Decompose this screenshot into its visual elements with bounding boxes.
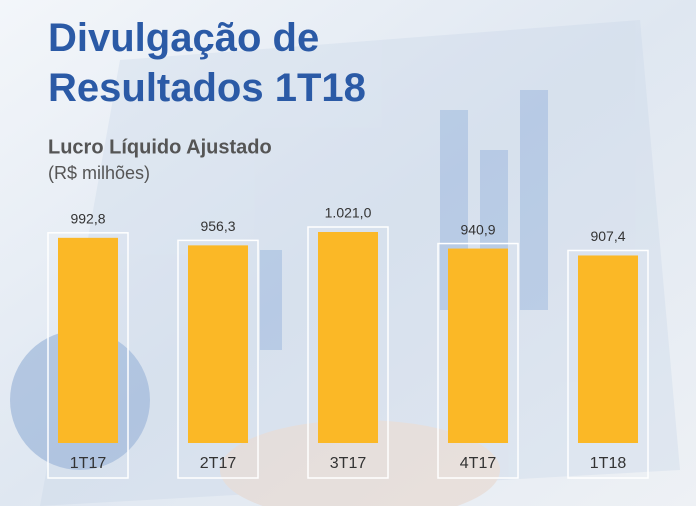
bar-frame bbox=[437, 242, 519, 479]
x-tick-label: 4T17 bbox=[460, 455, 497, 472]
x-tick-label: 3T17 bbox=[330, 455, 367, 472]
bar-frame bbox=[177, 239, 259, 479]
bar-frame bbox=[567, 249, 649, 479]
bar-frame bbox=[47, 232, 129, 479]
value-label: 992,8 bbox=[70, 211, 105, 227]
unit-label: (R$ milhões) bbox=[48, 163, 150, 183]
value-label: 907,4 bbox=[590, 228, 625, 244]
chart-title: Divulgação de Resultados 1T18 bbox=[48, 16, 366, 110]
x-tick-label: 2T17 bbox=[200, 455, 237, 472]
bar bbox=[58, 237, 118, 443]
value-label: 1.021,0 bbox=[325, 205, 372, 221]
bar-frame bbox=[307, 226, 389, 479]
x-tick-label: 1T18 bbox=[590, 455, 627, 472]
x-tick-label: 1T17 bbox=[70, 455, 107, 472]
bar bbox=[578, 255, 638, 443]
value-label: 940,9 bbox=[460, 221, 495, 237]
bar bbox=[318, 232, 378, 443]
value-label: 956,3 bbox=[200, 218, 235, 234]
chart-subtitle: Lucro Líquido Ajustado bbox=[48, 136, 272, 158]
bar bbox=[448, 248, 508, 443]
bar bbox=[188, 245, 248, 443]
